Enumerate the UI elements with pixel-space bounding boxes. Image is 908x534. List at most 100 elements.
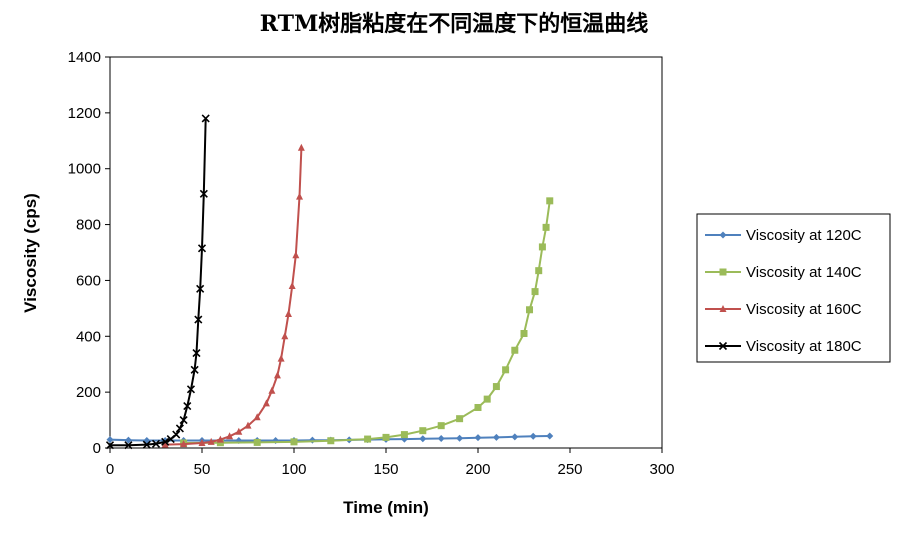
- y-tick-label: 1200: [68, 105, 101, 122]
- data-point: [196, 284, 205, 293]
- data-point: [161, 437, 170, 446]
- data-point: [382, 433, 390, 441]
- data-point: [542, 223, 550, 231]
- data-point: [262, 399, 270, 407]
- y-tick-label: 400: [76, 328, 101, 345]
- data-point: [419, 435, 427, 443]
- data-point: [277, 354, 285, 362]
- data-point: [105, 441, 115, 450]
- data-point: [194, 315, 203, 324]
- data-point: [546, 197, 554, 205]
- x-axis-label: Time (min): [343, 498, 429, 517]
- x-tick-label: 250: [557, 461, 582, 478]
- data-point: [183, 402, 192, 411]
- y-tick-label: 0: [93, 440, 101, 457]
- data-point: [235, 427, 243, 435]
- data-point: [124, 436, 132, 444]
- data-point: [216, 435, 224, 443]
- series-3: [161, 143, 305, 448]
- data-point: [531, 288, 539, 296]
- data-point: [520, 329, 528, 337]
- data-point: [151, 439, 161, 448]
- legend-marker: [719, 305, 727, 312]
- data-point: [284, 309, 292, 317]
- data-point: [437, 435, 445, 443]
- chart-title: RTM树脂粘度在不同温度下的恒温曲线: [259, 11, 649, 37]
- data-point: [253, 413, 261, 421]
- x-axis-ticks: 0 50 100 150 200 250 300: [106, 448, 675, 478]
- y-tick-label: 1000: [68, 161, 101, 178]
- data-point: [161, 440, 169, 448]
- legend-marker: [719, 268, 727, 276]
- data-point: [535, 267, 543, 275]
- legend-item: Viscosity at 180C: [705, 338, 862, 355]
- data-point: [288, 282, 296, 290]
- x-tick-label: 0: [106, 461, 114, 478]
- y-tick-label: 600: [76, 272, 101, 289]
- data-point: [207, 437, 215, 445]
- series-line: [110, 118, 207, 447]
- data-point: [400, 431, 408, 439]
- data-point: [290, 438, 298, 446]
- y-tick-label: 800: [76, 217, 101, 234]
- data-point: [292, 251, 300, 259]
- legend: Viscosity at 120C Viscosity at 140C Viscos…: [696, 213, 891, 363]
- legend-item: Viscosity at 160C: [705, 301, 862, 318]
- series-4: [105, 114, 210, 450]
- data-point: [175, 424, 184, 433]
- data-point: [364, 435, 372, 443]
- legend-marker: [719, 231, 727, 239]
- data-point: [492, 383, 500, 391]
- y-axis-ticks: 0 200 400 600 800 1000 1200 1400: [68, 49, 110, 457]
- x-tick-label: 50: [194, 461, 211, 478]
- data-point: [199, 189, 208, 198]
- y-axis-label: Viscosity (cps): [21, 193, 40, 313]
- data-point: [124, 441, 133, 450]
- data-point: [186, 385, 196, 394]
- x-tick-label: 200: [465, 461, 490, 478]
- data-point: [226, 432, 234, 440]
- data-point: [538, 243, 546, 251]
- data-point: [273, 371, 281, 379]
- data-point: [511, 433, 519, 441]
- data-point: [456, 415, 464, 423]
- legend-label: Viscosity at 160C: [746, 301, 862, 318]
- data-point: [172, 430, 181, 439]
- data-point: [190, 365, 199, 374]
- y-tick-label: 1400: [68, 49, 101, 66]
- data-point: [474, 434, 482, 442]
- data-point: [419, 427, 427, 435]
- data-point: [106, 436, 114, 444]
- x-tick-label: 300: [649, 461, 674, 478]
- legend-box: [696, 213, 891, 363]
- data-point: [281, 332, 289, 340]
- data-point: [296, 192, 304, 200]
- series-layer: [105, 114, 554, 450]
- x-tick-label: 100: [281, 461, 306, 478]
- data-point: [201, 114, 210, 123]
- data-point: [179, 416, 188, 425]
- legend-label: Viscosity at 120C: [746, 227, 862, 244]
- data-point: [216, 439, 224, 447]
- data-point: [198, 438, 206, 446]
- data-point: [437, 422, 445, 430]
- data-point: [253, 438, 261, 446]
- legend-label: Viscosity at 140C: [746, 264, 862, 281]
- data-point: [511, 346, 519, 354]
- data-point: [180, 440, 188, 448]
- data-point: [456, 434, 464, 442]
- data-point: [546, 432, 554, 440]
- data-point: [268, 386, 276, 394]
- data-point: [483, 395, 491, 403]
- data-point: [492, 433, 500, 441]
- x-tick-label: 150: [373, 461, 398, 478]
- data-point: [502, 366, 510, 374]
- y-tick-label: 200: [76, 384, 101, 401]
- legend-marker: [718, 341, 728, 351]
- legend-label: Viscosity at 180C: [746, 338, 862, 355]
- data-point: [244, 421, 252, 429]
- data-point: [142, 440, 151, 449]
- plot-area: [109, 56, 663, 449]
- data-point: [297, 143, 305, 151]
